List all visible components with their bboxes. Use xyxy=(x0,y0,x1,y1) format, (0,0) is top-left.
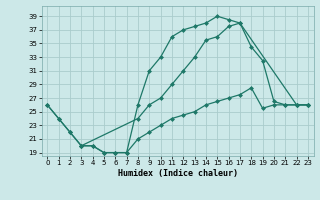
X-axis label: Humidex (Indice chaleur): Humidex (Indice chaleur) xyxy=(118,169,237,178)
